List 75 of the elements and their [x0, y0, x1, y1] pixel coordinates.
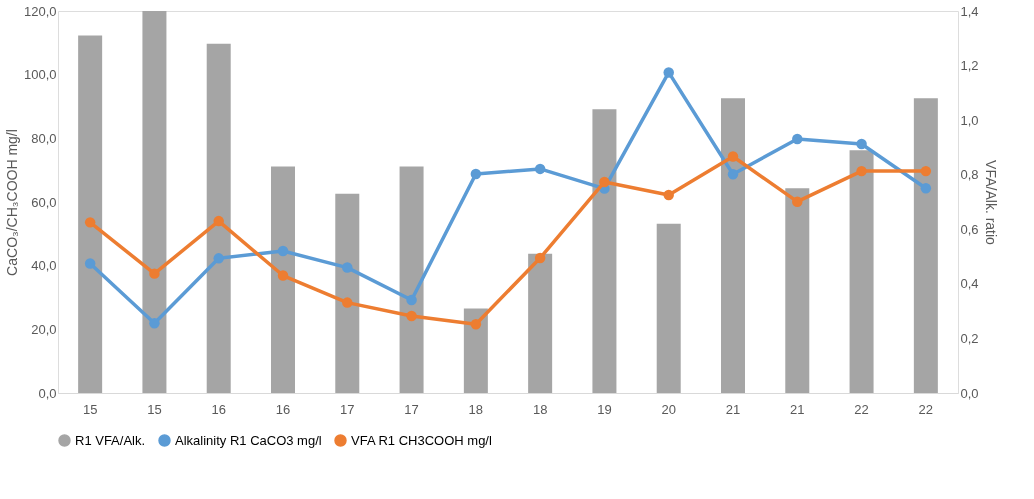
point	[663, 67, 674, 78]
point	[406, 294, 417, 306]
point	[534, 252, 546, 264]
point	[213, 253, 224, 264]
point	[149, 318, 160, 329]
bar	[592, 109, 617, 393]
point	[920, 183, 932, 194]
point	[470, 319, 482, 330]
bar	[142, 11, 167, 393]
bar	[463, 308, 488, 393]
x-tick-label: 20	[661, 401, 676, 417]
x-tick-label: 21	[725, 401, 741, 417]
point	[727, 151, 739, 162]
bar	[785, 188, 810, 393]
bar	[78, 35, 103, 393]
point	[792, 133, 803, 145]
point	[792, 196, 803, 207]
point	[277, 270, 289, 281]
y2-tick-label: 1,0	[960, 112, 979, 128]
x-tick-label: 21	[790, 401, 805, 417]
y2-tick-label: 0,8	[960, 167, 979, 183]
y2-tick-label: 1,2	[960, 58, 979, 74]
point	[856, 165, 867, 177]
y2-tick-label: 1,4	[960, 3, 979, 19]
bar	[335, 193, 360, 393]
x-tick-label: 19	[597, 401, 612, 417]
bar	[206, 43, 231, 393]
x-tick-label: 16	[211, 401, 226, 417]
y-tick-label: 0,0	[38, 385, 57, 401]
x-tick-label: 15	[82, 401, 98, 417]
point	[727, 169, 739, 180]
bar	[721, 98, 745, 393]
y-tick-label: 60,0	[31, 194, 57, 210]
bar	[656, 223, 681, 393]
y2-tick-label: 0,6	[960, 221, 979, 237]
legend-label: R1 VFA/Alk.	[75, 432, 146, 448]
point	[213, 215, 224, 227]
point	[663, 189, 674, 201]
point	[534, 163, 546, 175]
x-tick-label: 18	[532, 401, 548, 417]
point	[342, 262, 353, 273]
x-tick-label: 15	[147, 401, 162, 417]
y-tick-label: 100,0	[23, 67, 57, 83]
x-tick-label: 17	[404, 401, 419, 417]
y-tick-label: 120,0	[23, 3, 57, 19]
point	[342, 297, 353, 308]
point	[856, 138, 867, 150]
point	[599, 176, 610, 188]
point	[406, 310, 417, 322]
y2-tick-label: 0,4	[960, 276, 979, 292]
bar	[849, 150, 874, 393]
x-tick-label: 17	[340, 401, 355, 417]
x-tick-label: 22	[854, 401, 869, 417]
y-tick-label: 40,0	[31, 258, 57, 274]
point	[920, 165, 932, 177]
y-tick-label: 80,0	[31, 130, 57, 146]
point	[84, 217, 96, 228]
x-tick-label: 16	[275, 401, 291, 417]
bar	[913, 98, 938, 393]
x-tick-label: 18	[468, 401, 484, 417]
y2-tick-label: 0,2	[960, 330, 979, 346]
bar	[528, 253, 553, 393]
legend-label: Alkalinity R1 CaCO3 mg/l	[175, 432, 322, 448]
y2-tick-label: 0,0	[960, 385, 979, 401]
bar	[399, 166, 424, 393]
point	[470, 168, 482, 180]
x-tick-label: 22	[918, 401, 934, 417]
y2-axis-title: VFA/Alk. ratio	[982, 160, 999, 246]
point	[149, 268, 160, 279]
bar	[271, 166, 295, 393]
point	[277, 245, 289, 257]
legend-label: VFA R1 CH3COOH mg/l	[351, 432, 492, 448]
y-axis-title: CaCO₃/CH₃COOH mg/l	[3, 129, 20, 276]
point	[84, 258, 96, 269]
y-tick-label: 20,0	[31, 321, 57, 337]
